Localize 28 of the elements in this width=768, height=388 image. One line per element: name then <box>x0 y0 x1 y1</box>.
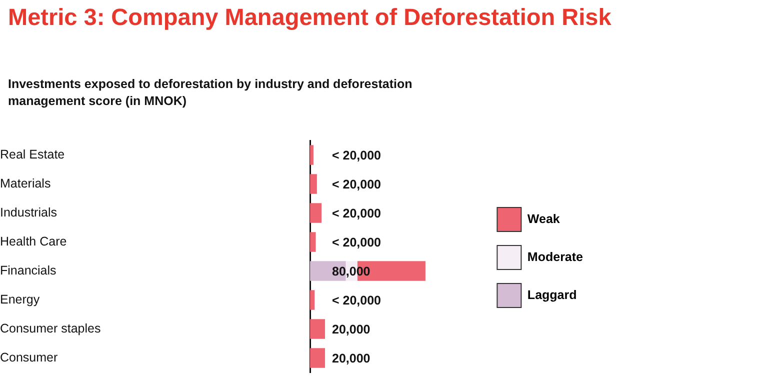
y-tick-label: Consumer <box>0 350 58 364</box>
y-tick-label: Energy <box>0 292 40 306</box>
annotation: < 20,000 <box>332 148 382 162</box>
legend-label: Moderate <box>527 250 584 264</box>
bar <box>310 348 326 368</box>
y-tick-label: Industrials <box>0 205 57 220</box>
chart-title: Metric 3: Company Management of Deforestation Risk <box>8 4 612 31</box>
y-tick-label: Health Care <box>0 234 67 248</box>
annotation: < 20,000 <box>332 293 382 308</box>
annotation: 20,000 <box>332 351 370 366</box>
bar <box>310 290 315 310</box>
y-tick-label: Materials <box>0 176 51 190</box>
bar <box>310 145 314 165</box>
bar <box>310 232 316 252</box>
annotation: < 20,000 <box>332 177 382 192</box>
annotation: 80,000 <box>332 264 370 278</box>
y-tick-label: Real Estate <box>0 147 65 162</box>
y-tick-label: Financials <box>0 263 56 278</box>
bar <box>310 203 322 223</box>
chart-subtitle: Investments exposed to deforestation by industry and deforestation management score (in MNOK) <box>8 76 414 110</box>
bar <box>310 174 317 194</box>
annotation: < 20,000 <box>332 206 382 220</box>
legend-label: Weak <box>527 212 560 226</box>
legend-label: Laggard <box>527 288 577 302</box>
annotation: 20,000 <box>332 322 370 336</box>
annotation: < 20,000 <box>332 235 382 250</box>
y-tick-label: Consumer staples <box>0 321 101 336</box>
bar <box>310 319 326 339</box>
